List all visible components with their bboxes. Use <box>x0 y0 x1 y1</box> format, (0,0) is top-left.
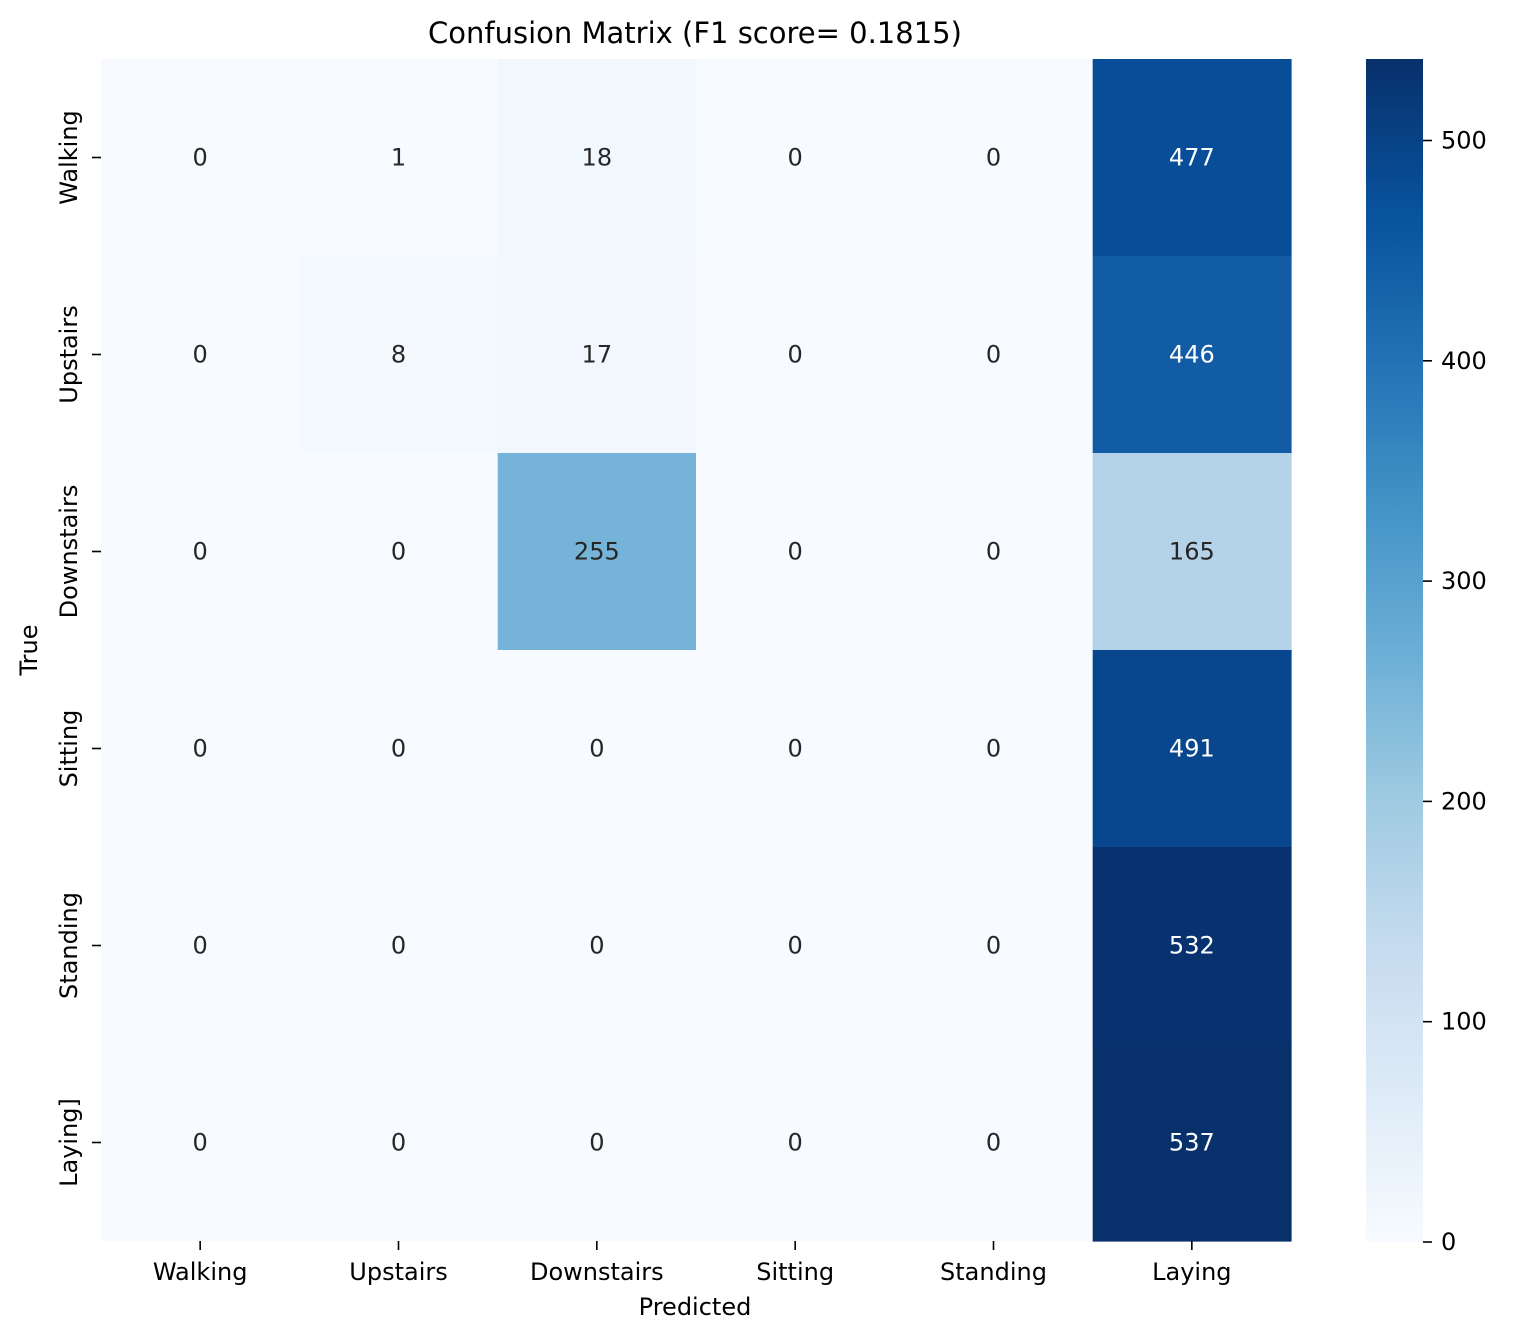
colorbar-tick-label: 200 <box>1441 787 1487 815</box>
y-axis-label: True <box>15 625 43 677</box>
cell-value-label: 0 <box>589 735 604 763</box>
x-tick-label: Downstairs <box>530 1258 664 1286</box>
cell-value-label: 532 <box>1169 932 1215 960</box>
cell-value-label: 0 <box>193 1129 208 1157</box>
x-axis: Walking Upstairs Downstairs Sitting Standing… <box>153 1241 1232 1286</box>
cell-value-label: 0 <box>589 1129 604 1157</box>
colorbar <box>1366 59 1423 1242</box>
cell-value-label: 0 <box>193 144 208 172</box>
cell-value-label: 0 <box>193 341 208 369</box>
chart-title: Confusion Matrix (F1 score= 0.1815) <box>428 16 962 50</box>
x-tick-label: Laying <box>1152 1258 1231 1286</box>
cell-value-label: 0 <box>193 735 208 763</box>
y-tick-label: Sitting <box>55 710 83 788</box>
y-axis: Walking Upstairs Downstairs Sitting Standing… <box>55 110 101 1187</box>
cell-value-label: 0 <box>986 341 1001 369</box>
cell-value-label: 491 <box>1169 735 1215 763</box>
y-tick-label: Walking <box>55 110 83 205</box>
cell-value-label: 0 <box>788 538 803 566</box>
y-tick-label: Standing <box>55 892 83 999</box>
cell-value-label: 0 <box>391 932 406 960</box>
x-tick-label: Upstairs <box>349 1258 447 1286</box>
colorbar-tick-label: 500 <box>1441 127 1487 155</box>
cell-value-label: 0 <box>788 735 803 763</box>
cell-value-label: 17 <box>582 341 613 369</box>
cell-value-label: 446 <box>1169 341 1215 369</box>
cell-value-label: 8 <box>391 341 406 369</box>
x-tick-label: Walking <box>153 1258 248 1286</box>
cell-value-label: 0 <box>986 144 1001 172</box>
x-tick-label: Standing <box>940 1258 1047 1286</box>
cell-value-label: 0 <box>391 1129 406 1157</box>
colorbar-axis: 0 100 200 300 400 500 <box>1423 127 1487 1256</box>
cell-value-label: 0 <box>391 538 406 566</box>
cell-value-label: 0 <box>788 932 803 960</box>
heatmap-grid: 0 1 18 0 0 477 0 8 17 0 0 446 0 0 255 0 0 165 0 0 0 0 0 491 0 0 0 0… <box>101 59 1292 1242</box>
cell-value-label: 0 <box>193 538 208 566</box>
cell-value-label: 537 <box>1169 1129 1215 1157</box>
x-axis-label: Predicted <box>639 1293 752 1321</box>
cell-value-label: 165 <box>1169 538 1215 566</box>
cell-value-label: 0 <box>986 538 1001 566</box>
x-tick-label: Sitting <box>756 1258 834 1286</box>
cell-value-label: 1 <box>391 144 406 172</box>
cell-value-label: 0 <box>986 735 1001 763</box>
cell-value-label: 255 <box>574 538 620 566</box>
cell-value-label: 477 <box>1169 144 1215 172</box>
colorbar-tick-label: 100 <box>1441 1008 1487 1036</box>
confusion-matrix-chart: Confusion Matrix (F1 score= 0.1815) 0 1 18… <box>0 0 1513 1342</box>
colorbar-tick-label: 0 <box>1441 1228 1456 1256</box>
cell-value-label: 18 <box>582 144 613 172</box>
cell-value-label: 0 <box>193 932 208 960</box>
y-tick-label: Upstairs <box>55 305 83 403</box>
colorbar-tick-label: 300 <box>1441 567 1487 595</box>
cell-value-label: 0 <box>788 144 803 172</box>
cell-value-label: 0 <box>788 1129 803 1157</box>
cell-value-label: 0 <box>391 735 406 763</box>
y-tick-label: Laying] <box>55 1098 83 1187</box>
cell-value-label: 0 <box>986 1129 1001 1157</box>
cell-value-label: 0 <box>589 932 604 960</box>
cell-value-label: 0 <box>788 341 803 369</box>
y-tick-label: Downstairs <box>55 485 83 619</box>
colorbar-tick-label: 400 <box>1441 347 1487 375</box>
cell-value-label: 0 <box>986 932 1001 960</box>
